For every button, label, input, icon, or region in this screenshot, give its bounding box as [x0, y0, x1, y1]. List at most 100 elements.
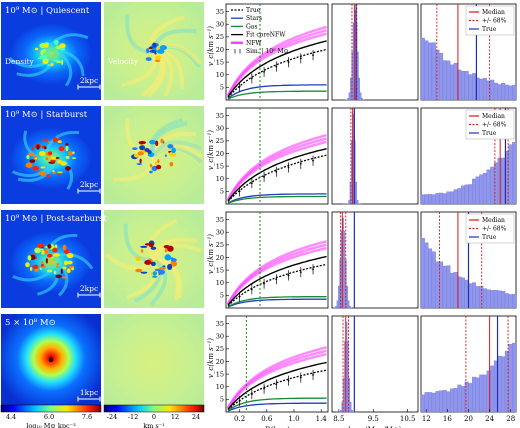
conc-bar: [504, 350, 509, 413]
conc-bar: [442, 60, 447, 101]
density-clump: [26, 154, 30, 159]
gas-line: [227, 195, 327, 204]
rc-ytick-label: 30: [216, 21, 224, 29]
m200-bar: [351, 410, 353, 413]
conc-bar: [435, 261, 440, 309]
density-clump: [58, 146, 65, 152]
scale-bar-label: 1kpc: [80, 388, 98, 397]
m200-panel: [331, 3, 419, 101]
density-core: [48, 357, 54, 363]
conc-bar: [446, 265, 451, 309]
colorbars: 4.4 6.0 7.6 log₁₀ M⊙ kpc⁻³ -24 -12 0 12 24 km s⁻¹: [0, 404, 205, 428]
density-clump: [27, 255, 32, 261]
velocity-clump: [149, 50, 157, 53]
conc-bar: [490, 79, 495, 101]
rc-ytick-label: 20: [216, 150, 224, 158]
density-clump: [34, 157, 38, 160]
concentration-panel: Median +/- 68%True: [420, 211, 517, 309]
velocity-clump: [132, 147, 138, 151]
velocity-stream: [113, 155, 156, 182]
velocity-clump: [155, 140, 159, 147]
concentration-panel: Median +/- 68%True: [420, 107, 517, 205]
legend-entry: Gas: [246, 23, 257, 30]
density-disc: [11, 232, 91, 292]
conc-bar: [486, 80, 491, 101]
velocity-clump: [170, 258, 177, 262]
m200-bar: [347, 300, 350, 309]
conc-bar: [424, 194, 429, 205]
conc-bar: [468, 74, 473, 101]
rc-ytick-label: 20: [216, 254, 224, 262]
legend-entry: +/- 68%: [482, 18, 507, 25]
data-point: [250, 288, 253, 291]
conc-bar: [472, 282, 476, 309]
velocity-clump: [140, 271, 148, 274]
data-point: [287, 166, 290, 169]
m200-bar: [348, 377, 351, 413]
density-clump: [60, 268, 63, 274]
density-filament: [23, 130, 43, 162]
conc-bar: [435, 49, 440, 101]
rc-ytick-label: 15: [216, 58, 224, 66]
velocity-clump: [152, 275, 158, 278]
density-clump: [28, 152, 35, 157]
rc-ytick-label: 25: [216, 345, 224, 353]
density-clump: [37, 243, 44, 248]
true-line: [227, 154, 327, 203]
conc-bar: [439, 53, 444, 101]
conc-bar: [508, 144, 513, 205]
data-point: [287, 61, 290, 64]
conc-xtick-label: 24: [485, 415, 494, 423]
velocity-label: Velocity: [107, 57, 139, 66]
conc-bar: [501, 356, 506, 413]
legend-entry: +/- 68%: [482, 122, 507, 129]
conc-bar: [428, 248, 433, 309]
legend-entry: Median: [482, 113, 505, 120]
data-point: [299, 162, 302, 165]
density-filament: [45, 130, 80, 152]
conc-bar: [450, 388, 455, 413]
velocity-map: [104, 314, 204, 412]
density-clump: [32, 264, 39, 269]
density-clump: [50, 63, 54, 67]
velocity-clump: [139, 158, 142, 164]
stars-line: [227, 193, 327, 204]
conc-bar: [468, 184, 473, 205]
stars-line: [227, 84, 327, 99]
velocity-colorbar-tick: -12: [128, 413, 138, 421]
density-clump: [56, 262, 59, 266]
map-row-title: 10⁹ M⊙ | Post-starburst: [5, 214, 107, 224]
rc-ytick-label: 35: [216, 112, 224, 120]
velocity-clump: [145, 57, 152, 62]
velocity-clump: [160, 138, 164, 144]
rc-ytick-label: 25: [216, 241, 224, 249]
conc-bar: [453, 272, 458, 309]
density-clump: [36, 144, 40, 150]
density-clump: [66, 252, 74, 259]
data-point: [299, 57, 302, 60]
m200-histogram-panels: 8.5 9.5 10.5 log₁₀(M₂₀₀/M⊙): [331, 3, 419, 428]
data-point: [312, 373, 314, 376]
conc-bar: [497, 355, 502, 413]
rc-xtick-label: 1.4: [316, 415, 328, 423]
rc-ylabel: v_c(km s⁻¹): [207, 26, 215, 66]
rc-ylabel: v_c(km s⁻¹): [207, 338, 215, 378]
density-clump: [61, 59, 64, 65]
density-clump: [25, 262, 30, 268]
conc-bar: [464, 381, 469, 413]
map-row-title: 5 × 10⁸ M⊙: [5, 318, 56, 328]
velocity-stream: [153, 258, 183, 299]
legend-entry: +/- 68%: [482, 226, 507, 233]
density-clump: [62, 266, 67, 270]
m200-bar: [335, 306, 337, 309]
fit-corenfw-line: [227, 40, 327, 98]
density-clump: [52, 171, 56, 175]
conc-bar: [453, 189, 458, 205]
conc-legend: Median +/- 68%True: [465, 109, 515, 140]
density-clump: [47, 64, 51, 66]
conc-bar: [453, 62, 458, 101]
velocity-clump: [156, 260, 159, 263]
density-filament: [56, 253, 94, 270]
